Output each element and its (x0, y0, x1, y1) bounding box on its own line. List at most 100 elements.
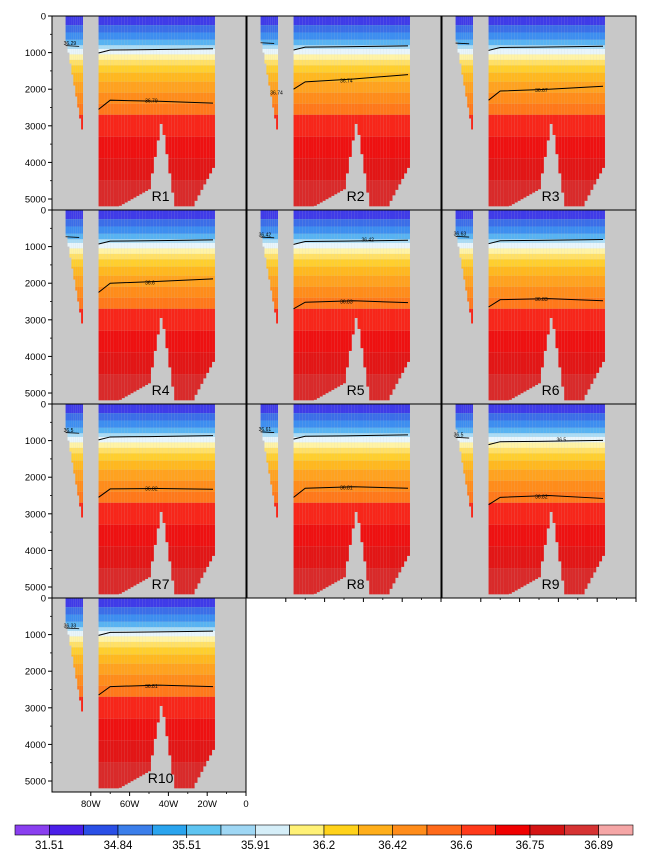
salinity-cell (319, 286, 323, 298)
ocean-column (375, 210, 378, 401)
salinity-cell (561, 114, 565, 137)
salinity-cell (322, 81, 326, 93)
salinity-cell (200, 330, 204, 353)
salinity-cell (305, 92, 309, 104)
salinity-cell (351, 210, 355, 220)
salinity-cell (116, 114, 119, 137)
salinity-cell (113, 32, 117, 40)
salinity-cell (107, 352, 111, 375)
salinity-cell (494, 48, 498, 55)
salinity-cell (401, 233, 405, 240)
ocean-column (209, 16, 213, 174)
salinity-cell (500, 233, 504, 240)
salinity-cell (191, 219, 195, 227)
salinity-cell (392, 59, 396, 66)
salinity-cell (494, 330, 498, 353)
salinity-cell (165, 253, 169, 260)
salinity-cell (194, 248, 198, 254)
salinity-cell (540, 39, 544, 46)
salinity-cell (340, 297, 344, 309)
salinity-cell (599, 114, 603, 137)
ocean-column (383, 16, 387, 207)
salinity-cell (159, 239, 163, 243)
salinity-cell (602, 45, 605, 49)
salinity-cell (345, 266, 349, 276)
salinity-cell (260, 233, 263, 236)
salinity-cell (343, 72, 346, 82)
salinity-cell (311, 330, 314, 353)
salinity-cell (395, 180, 399, 190)
salinity-cell (596, 45, 600, 49)
salinity-cell (497, 308, 501, 331)
salinity-cell (575, 226, 579, 234)
salinity-cell (340, 286, 344, 298)
salinity-cell (177, 239, 181, 243)
salinity-cell (599, 16, 603, 26)
salinity-cell (110, 136, 114, 159)
salinity-cell (337, 275, 341, 287)
salinity-cell (467, 210, 470, 220)
salinity-cell (581, 39, 585, 46)
salinity-cell (567, 180, 571, 207)
salinity-cell (319, 242, 323, 249)
salinity-cell (203, 103, 207, 115)
salinity-cell (116, 16, 119, 26)
salinity-cell (118, 16, 122, 26)
ocean-column (308, 210, 312, 401)
salinity-cell (538, 92, 541, 104)
salinity-cell (372, 308, 376, 331)
salinity-cell (127, 158, 131, 181)
salinity-cell (354, 65, 358, 73)
salinity-cell (500, 266, 504, 276)
salinity-cell (491, 233, 495, 240)
salinity-cell (334, 308, 338, 331)
ocean-column (264, 210, 267, 258)
salinity-cell (110, 259, 114, 267)
salinity-cell (127, 136, 131, 159)
salinity-cell (383, 233, 387, 240)
salinity-cell (372, 59, 376, 66)
salinity-cell (162, 103, 166, 115)
salinity-cell (316, 59, 320, 66)
salinity-cell (153, 48, 157, 55)
salinity-cell (340, 248, 344, 254)
salinity-cell (366, 286, 370, 298)
salinity-cell (299, 65, 303, 73)
salinity-cell (377, 253, 381, 260)
salinity-cell (305, 226, 309, 234)
salinity-cell (526, 25, 530, 33)
salinity-cell (116, 180, 119, 207)
salinity-cell (564, 39, 568, 46)
salinity-cell (71, 16, 74, 26)
salinity-cell (104, 114, 108, 137)
salinity-cell (552, 275, 556, 287)
salinity-cell (200, 275, 204, 287)
salinity-cell (500, 210, 504, 220)
deep-contour-label: 36.79 (145, 99, 158, 105)
salinity-cell (182, 248, 186, 254)
salinity-cell (386, 330, 390, 353)
salinity-cell (150, 286, 154, 298)
salinity-cell (360, 242, 364, 249)
ocean-column (488, 16, 492, 207)
salinity-cell (197, 59, 201, 66)
salinity-cell (386, 210, 390, 220)
salinity-cell (313, 259, 317, 267)
salinity-cell (77, 253, 80, 260)
salinity-cell (124, 330, 128, 353)
salinity-cell (188, 210, 192, 220)
salinity-cell (150, 16, 154, 26)
salinity-cell (206, 286, 210, 298)
side-contour-label: 36.74 (270, 91, 283, 97)
salinity-cell (392, 39, 396, 46)
salinity-cell (369, 242, 373, 249)
west-contour-line (455, 235, 470, 238)
salinity-cell (159, 210, 163, 220)
salinity-cell (194, 48, 198, 55)
salinity-cell (337, 54, 341, 60)
salinity-cell (506, 266, 509, 276)
salinity-cell (596, 92, 600, 104)
upper-contour-line (293, 239, 409, 245)
salinity-cell (328, 259, 332, 267)
salinity-cell (572, 25, 576, 33)
